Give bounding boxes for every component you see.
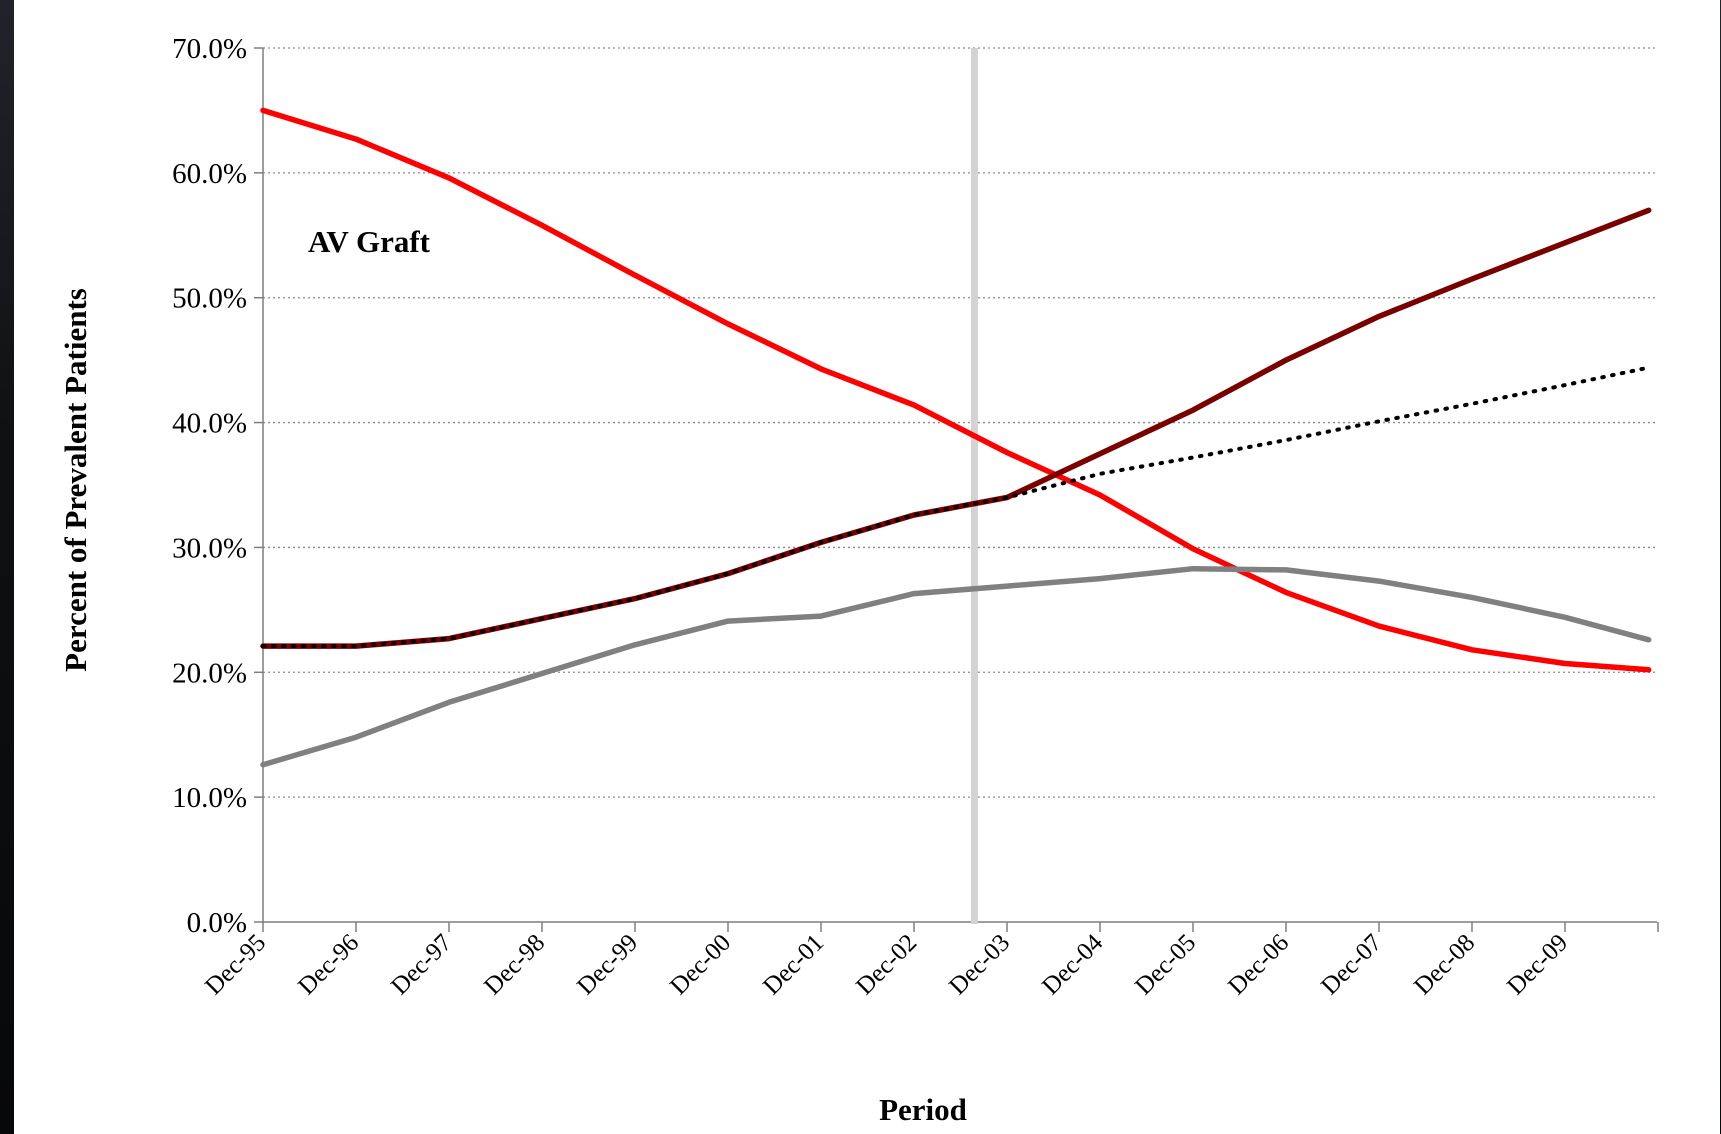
x-tick-label: Dec-03 (944, 929, 1015, 1000)
x-tick-label: Dec-02 (851, 929, 922, 1000)
x-tick-label: Dec-04 (1037, 929, 1108, 1000)
labels-group: 0.0% 10.0% 20.0% 30.0% 40.0% 50.0% 60.0% 70.0% D… (172, 33, 1573, 1000)
series-line (260, 207, 1652, 649)
y-tick-label: 50.0% (172, 283, 247, 315)
x-tick-label: Dec-05 (1130, 929, 1201, 1000)
y-tick-label: 30.0% (172, 532, 247, 564)
series-line (260, 107, 1652, 673)
av-graft-annotation: AV Graft (308, 224, 431, 259)
y-tick-label: 0.0% (187, 907, 247, 939)
x-tick-label: Dec-00 (665, 929, 736, 1000)
x-tick-label: Dec-07 (1316, 929, 1387, 1000)
y-axis-title: Percent of Prevalent Patients (58, 288, 93, 672)
series-line (261, 365, 1651, 649)
x-axis-title: Period (879, 1092, 967, 1127)
x-tick-label: Dec-95 (200, 929, 271, 1000)
y-tick-label: 40.0% (172, 408, 247, 440)
axes (254, 47, 1659, 932)
x-tick-label: Dec-97 (386, 929, 457, 1000)
x-tick-label: Dec-09 (1502, 929, 1573, 1000)
series-line (260, 565, 1652, 768)
line-chart: 0.0% 10.0% 20.0% 30.0% 40.0% 50.0% 60.0% 70.0% D… (58, 33, 1659, 1127)
x-tick-label: Dec-99 (572, 929, 643, 1000)
y-tick-label: 10.0% (172, 782, 247, 814)
series-group (260, 107, 1652, 768)
x-tick-label: Dec-96 (293, 929, 364, 1000)
x-tick-label: Dec-01 (758, 929, 829, 1000)
x-tick-label: Dec-08 (1409, 929, 1480, 1000)
y-tick-label: 60.0% (172, 158, 247, 190)
y-tick-label: 70.0% (172, 33, 247, 65)
gridlines (263, 47, 1657, 798)
x-tick-label: Dec-06 (1223, 929, 1294, 1000)
chart-panel: 0.0% 10.0% 20.0% 30.0% 40.0% 50.0% 60.0% 70.0% D… (14, 0, 1720, 1134)
y-tick-label: 20.0% (172, 657, 247, 689)
x-tick-label: Dec-98 (479, 929, 550, 1000)
